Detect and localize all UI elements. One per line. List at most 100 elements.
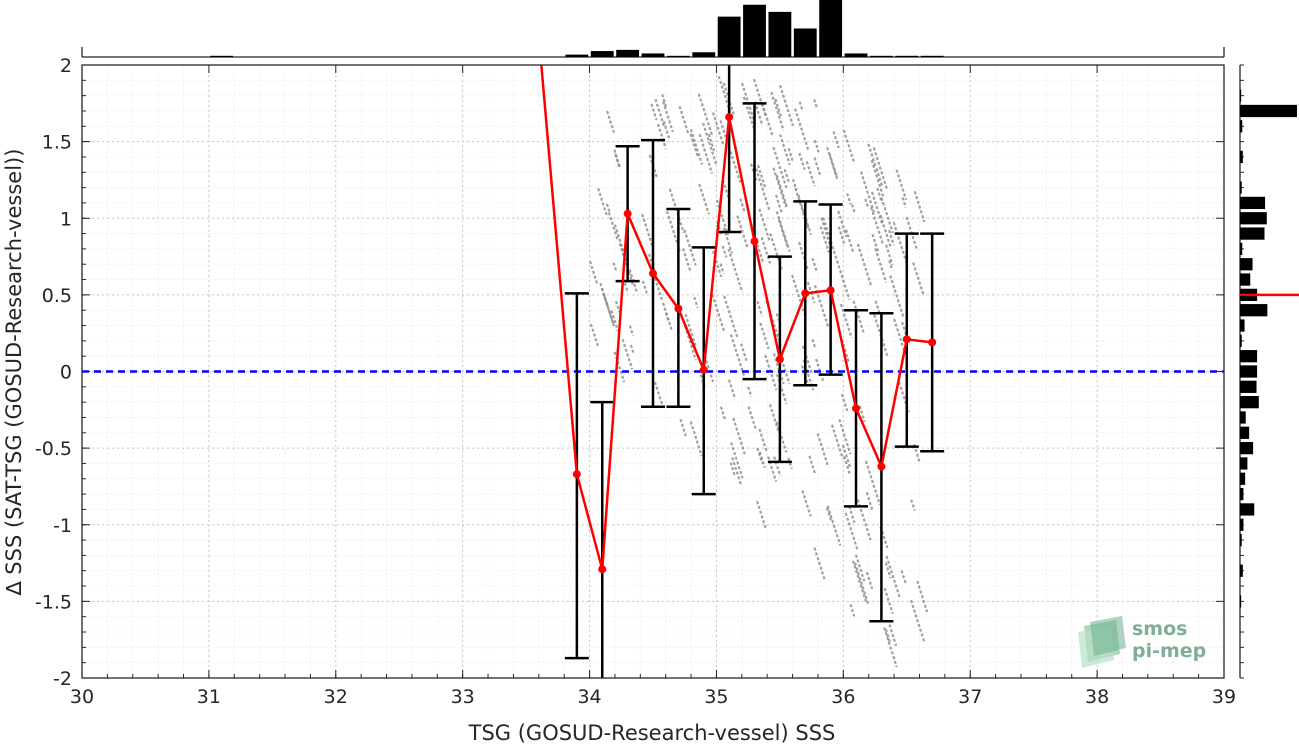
scatter-streak	[747, 406, 758, 431]
scatter-streak	[828, 153, 838, 177]
scatter-streak	[739, 198, 746, 212]
mean-point	[801, 289, 810, 298]
scatter-streak	[729, 462, 737, 478]
scatter-streak	[901, 197, 907, 208]
right-hist-bar	[1240, 212, 1267, 225]
x-axis-label: TSG (GOSUD-Research-vessel) SSS	[468, 721, 836, 745]
scatter-streak	[787, 147, 795, 163]
scatter-streak	[811, 339, 817, 348]
scatter-streak	[650, 103, 658, 121]
mean-point	[649, 269, 657, 278]
scatter-streak	[849, 604, 856, 617]
scatter-streak	[775, 211, 791, 252]
scatter-streak	[798, 101, 804, 111]
scatter-streak	[813, 139, 820, 153]
scatter-streak	[757, 164, 767, 188]
scatter-streak	[794, 108, 810, 151]
axis-ticks: 30 31 32 33 34 35 36 37 38 39 -2 -1.5 -1 -0.5 0 0.5 1 1.5…	[35, 55, 1236, 708]
scatter-streak	[729, 334, 746, 377]
scatter-streak	[779, 134, 791, 166]
x-tick-label: 37	[958, 686, 982, 708]
scatter-streak	[693, 296, 699, 309]
scatter-streak	[610, 310, 620, 332]
top-hist-bar	[743, 4, 766, 57]
scatter-streak	[779, 85, 795, 127]
scatter-streak	[910, 499, 916, 511]
scatter-streak	[836, 260, 851, 300]
scatter-streak	[895, 169, 908, 201]
right-hist-bar	[1240, 441, 1254, 455]
scatter-streak	[840, 393, 849, 412]
scatter-streak	[815, 358, 825, 382]
scatter-streak	[883, 627, 898, 668]
scatter-streak	[826, 505, 842, 546]
scatter-streak	[717, 75, 733, 116]
scatter-streak	[900, 570, 907, 584]
scatter-streak	[842, 129, 856, 164]
scatter-streak	[912, 444, 921, 463]
mean-point	[928, 338, 937, 347]
scatter-streak	[767, 456, 778, 482]
scatter-streak	[668, 188, 685, 233]
scatter-streak	[865, 571, 874, 590]
scatter-streak	[867, 143, 877, 168]
scatter-streak	[876, 187, 884, 204]
scatter-streak	[801, 490, 812, 517]
scatter-streak	[613, 224, 630, 267]
scatter-streak	[844, 512, 859, 551]
right-hist-bar	[1240, 273, 1251, 286]
logo-line-1: smos	[1132, 618, 1188, 640]
scatter-cloud	[588, 75, 929, 668]
scatter-streak	[893, 318, 906, 351]
scatter-streak	[859, 171, 876, 213]
scatter-streak	[830, 424, 844, 460]
right-hist-bar	[1240, 120, 1243, 133]
scatter-streak	[791, 274, 807, 318]
right-hist-bar	[1240, 411, 1246, 424]
scatter-streak	[719, 263, 725, 275]
scatter-streak	[848, 505, 856, 524]
scatter-streak	[794, 187, 810, 229]
scatter-streak	[702, 122, 718, 165]
scatter-streak	[689, 133, 699, 158]
scatter-streak	[629, 344, 635, 354]
right-hist-bar	[1240, 227, 1265, 240]
smos-pi-mep-logo: smos pi-mep	[1076, 614, 1216, 670]
mean-point	[852, 404, 861, 413]
top-histogram	[81, 0, 1225, 58]
scatter-streak	[761, 103, 774, 138]
mean-point	[775, 355, 784, 364]
right-hist-bar	[1240, 457, 1248, 470]
scatter-streak	[641, 213, 654, 248]
x-tick-label: 30	[70, 686, 94, 708]
scatter-streak	[851, 204, 857, 215]
scatter-streak	[775, 421, 788, 453]
scatter-streak	[758, 428, 768, 452]
scatter-streak	[723, 295, 739, 340]
scatter-streak	[805, 161, 816, 187]
mean-point	[750, 237, 759, 246]
y-axis-label: ∆ SSS (SAT-TSG (GOSUD-Research-vessel))	[2, 149, 26, 597]
mean-point	[725, 113, 734, 122]
scatter-streak	[776, 373, 788, 405]
scatter-streak	[916, 580, 929, 613]
top-hist-bar	[717, 16, 741, 57]
scatter-streak	[614, 300, 621, 313]
right-hist-bar	[1240, 426, 1250, 439]
right-hist-bar	[1240, 564, 1243, 577]
scatter-streak	[754, 239, 765, 264]
mean-point	[674, 304, 683, 313]
scatter-streak	[605, 203, 611, 214]
scatter-streak	[683, 229, 697, 266]
scatter-streak	[874, 248, 888, 283]
scatter-streak	[888, 229, 895, 246]
top-hist-bar	[616, 49, 640, 57]
scatter-streak	[612, 262, 618, 273]
scatter-streak	[698, 133, 714, 174]
scatter-streak	[864, 198, 870, 209]
scatter-streak	[870, 206, 884, 245]
y-tick-label: -1.5	[35, 591, 72, 613]
right-histogram	[1239, 64, 1299, 679]
scatter-streak	[837, 210, 848, 238]
right-hist-bar	[1240, 518, 1244, 531]
